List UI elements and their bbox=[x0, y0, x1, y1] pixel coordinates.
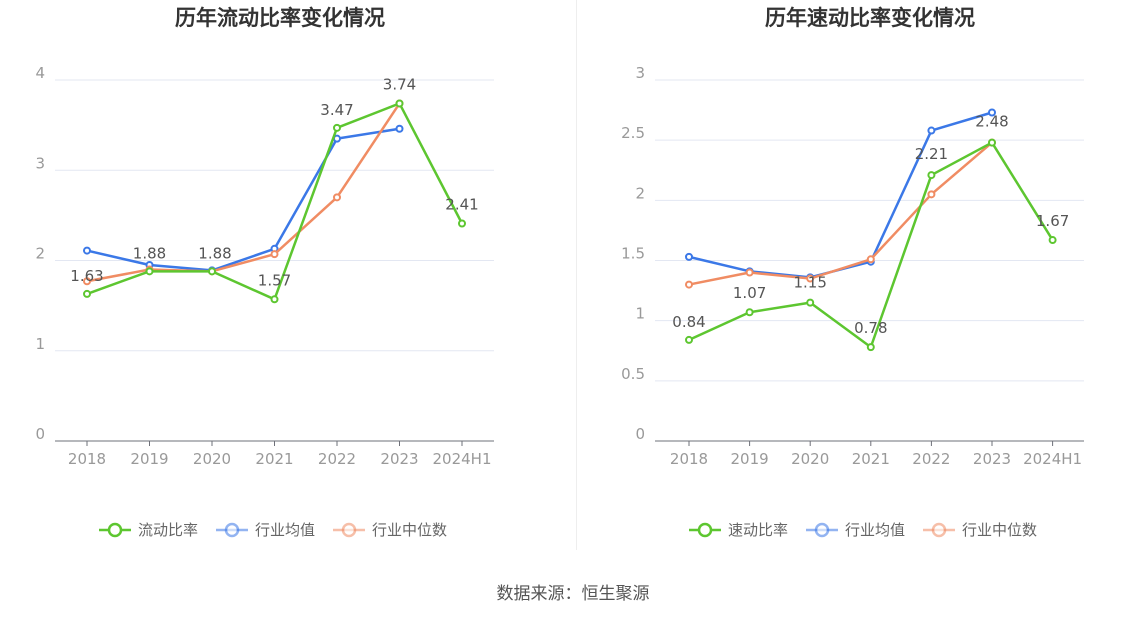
y-tick-label: 2.5 bbox=[621, 124, 645, 142]
data-point bbox=[745, 308, 754, 317]
data-label: 0.78 bbox=[854, 319, 887, 337]
y-tick-label: 0.5 bbox=[621, 365, 645, 383]
chart-title: 历年速动比率变化情况 bbox=[765, 6, 975, 30]
data-point bbox=[927, 171, 936, 180]
source-note: 数据来源：恒生聚源 bbox=[497, 584, 650, 604]
data-point bbox=[270, 250, 279, 259]
x-tick-label: 2024H1 bbox=[1023, 450, 1082, 468]
data-point bbox=[1048, 236, 1057, 245]
x-tick-label: 2022 bbox=[912, 450, 950, 468]
data-point bbox=[83, 277, 91, 286]
legend-marker-icon bbox=[224, 522, 240, 538]
series-line-industry-average bbox=[688, 111, 993, 279]
legend-label: 速动比率 bbox=[728, 521, 788, 539]
y-tick-label: 0 bbox=[635, 425, 645, 443]
data-label: 1.07 bbox=[733, 284, 766, 302]
data-point bbox=[685, 335, 693, 344]
series-line-industry-median bbox=[688, 141, 993, 286]
data-point bbox=[988, 138, 996, 147]
legend-label: 行业中位数 bbox=[962, 521, 1037, 539]
y-tick-label: 3 bbox=[35, 154, 45, 172]
data-point bbox=[866, 255, 875, 264]
data-point bbox=[208, 267, 216, 276]
data-label: 1.88 bbox=[133, 244, 166, 262]
data-label: 2.41 bbox=[445, 195, 478, 213]
data-point bbox=[745, 268, 754, 277]
data-point bbox=[866, 343, 875, 352]
data-label: 2.21 bbox=[915, 145, 948, 163]
x-tick-label: 2018 bbox=[670, 450, 708, 468]
series-line-industry-median bbox=[86, 102, 401, 283]
y-tick-label: 2 bbox=[635, 184, 645, 202]
data-label: 1.15 bbox=[793, 274, 826, 292]
x-tick-label: 2020 bbox=[193, 450, 231, 468]
x-tick-label: 2023 bbox=[380, 450, 418, 468]
data-point bbox=[927, 190, 936, 199]
data-point bbox=[395, 124, 404, 133]
series-line-industry-average bbox=[86, 127, 400, 272]
data-point bbox=[806, 274, 815, 283]
data-label: 1.63 bbox=[70, 267, 103, 285]
data-label: 0.84 bbox=[672, 313, 705, 331]
legend-marker-icon bbox=[697, 522, 713, 538]
x-tick-label: 2022 bbox=[318, 450, 356, 468]
y-tick-label: 3 bbox=[635, 64, 645, 82]
y-tick-label: 0 bbox=[35, 425, 45, 443]
data-point bbox=[145, 267, 154, 276]
data-point bbox=[685, 280, 693, 289]
data-point bbox=[83, 246, 91, 255]
legend-marker-icon bbox=[341, 522, 357, 538]
data-point bbox=[395, 99, 404, 108]
data-point bbox=[270, 295, 279, 304]
data-label: 1.57 bbox=[258, 271, 291, 289]
data-point bbox=[806, 298, 815, 307]
data-point bbox=[927, 126, 936, 135]
y-tick-label: 2 bbox=[35, 245, 45, 263]
data-point bbox=[83, 289, 91, 298]
x-tick-label: 2021 bbox=[255, 450, 293, 468]
y-tick-label: 4 bbox=[35, 64, 45, 82]
y-tick-label: 1 bbox=[635, 305, 645, 323]
legend-marker-icon bbox=[931, 522, 947, 538]
data-point bbox=[458, 219, 466, 228]
y-tick-label: 1 bbox=[35, 335, 45, 353]
legend-marker-icon bbox=[814, 522, 830, 538]
data-label: 3.47 bbox=[320, 101, 353, 119]
y-tick-label: 1.5 bbox=[621, 245, 645, 263]
data-label: 1.67 bbox=[1036, 212, 1069, 230]
x-tick-label: 2020 bbox=[791, 450, 829, 468]
data-point bbox=[333, 123, 341, 132]
legend-label: 行业均值 bbox=[845, 521, 905, 539]
x-tick-label: 2023 bbox=[973, 450, 1011, 468]
x-tick-label: 2019 bbox=[130, 450, 168, 468]
legend-label: 行业中位数 bbox=[372, 521, 447, 539]
data-label: 2.48 bbox=[975, 113, 1008, 131]
data-point bbox=[685, 252, 693, 261]
chart-title: 历年流动比率变化情况 bbox=[175, 6, 385, 30]
legend-label: 流动比率 bbox=[138, 521, 198, 539]
legend-label: 行业均值 bbox=[255, 521, 315, 539]
legend-marker-icon bbox=[107, 522, 123, 538]
data-point bbox=[988, 108, 996, 117]
data-point bbox=[333, 193, 341, 202]
x-tick-label: 2024H1 bbox=[433, 450, 492, 468]
data-label: 3.74 bbox=[383, 75, 416, 93]
series-line-primary bbox=[688, 141, 1054, 349]
x-tick-label: 2018 bbox=[68, 450, 106, 468]
data-label: 1.88 bbox=[198, 244, 231, 262]
x-tick-label: 2021 bbox=[852, 450, 890, 468]
x-tick-label: 2019 bbox=[731, 450, 769, 468]
